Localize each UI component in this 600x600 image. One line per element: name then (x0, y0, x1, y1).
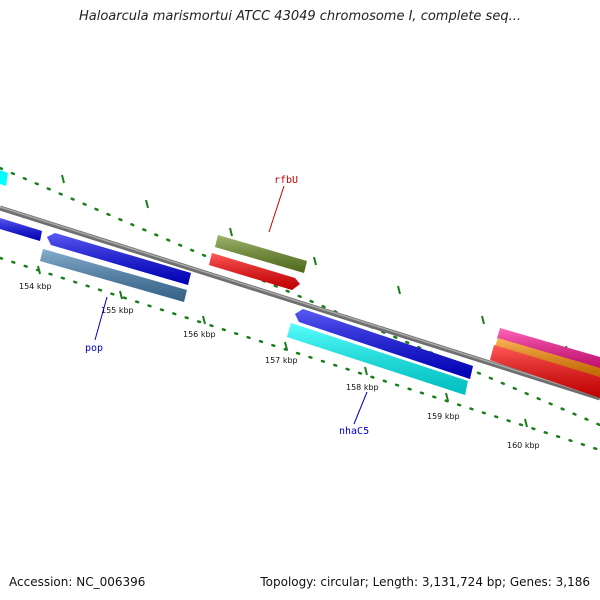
genome-backbone (0, 205, 600, 401)
leader-line-nhaC5 (353, 391, 368, 425)
topology-summary: Topology: circular; Length: 3,131,724 bp… (260, 575, 590, 589)
major-tick (524, 418, 528, 428)
major-tick (61, 174, 65, 184)
gene-label-nhaC5[interactable]: nhaC5 (339, 426, 369, 437)
tick-label-157: 157 kbp (265, 356, 298, 365)
gene-feature-blue-154[interactable] (47, 233, 191, 285)
tick-label-156: 156 kbp (183, 330, 216, 339)
major-tick (119, 290, 123, 300)
tick-label-155: 155 kbp (101, 306, 134, 315)
leader-line-pop (94, 296, 108, 341)
tick-label-159: 159 kbp (427, 412, 460, 421)
genome-backbone-highlight (0, 206, 600, 398)
gene-feature-pop[interactable] (40, 249, 187, 302)
major-tick (397, 285, 401, 295)
gene-feature-cyan-left[interactable] (0, 170, 8, 186)
gene-feature-magenta[interactable] (497, 328, 600, 369)
major-tick (229, 227, 233, 237)
inner-tick-ring (0, 256, 600, 452)
major-tick (481, 315, 485, 325)
leader-line-rfbU (268, 185, 285, 233)
major-tick (313, 256, 317, 266)
major-tick (145, 199, 149, 209)
gene-feature-nhaC5[interactable] (287, 323, 468, 395)
gene-feature-orange[interactable] (495, 338, 600, 377)
major-tick (364, 366, 368, 376)
tick-label-154: 154 kbp (19, 282, 52, 291)
gene-feature-blue-left[interactable] (0, 218, 42, 241)
tick-label-158: 158 kbp (346, 383, 379, 392)
gene-label-pop[interactable]: pop (85, 343, 103, 354)
major-tick (37, 265, 41, 275)
map-title: Haloarcula marismortui ATCC 43049 chromo… (79, 9, 521, 24)
gene-feature-red-160[interactable] (490, 345, 600, 398)
gene-label-rfbU[interactable]: rfbU (274, 175, 298, 186)
accession-text: Accession: NC_006396 (9, 575, 146, 589)
major-tick (202, 315, 206, 325)
outer-tick-ring (0, 166, 600, 427)
major-tick (284, 341, 288, 351)
major-tick (445, 392, 449, 402)
major-ticks (37, 174, 569, 428)
gene-feature-rfbU[interactable] (215, 235, 307, 273)
tick-label-160: 160 kbp (507, 441, 540, 450)
gene-feature-red-156[interactable] (209, 253, 300, 290)
gene-feature-blue-157[interactable] (295, 309, 473, 379)
